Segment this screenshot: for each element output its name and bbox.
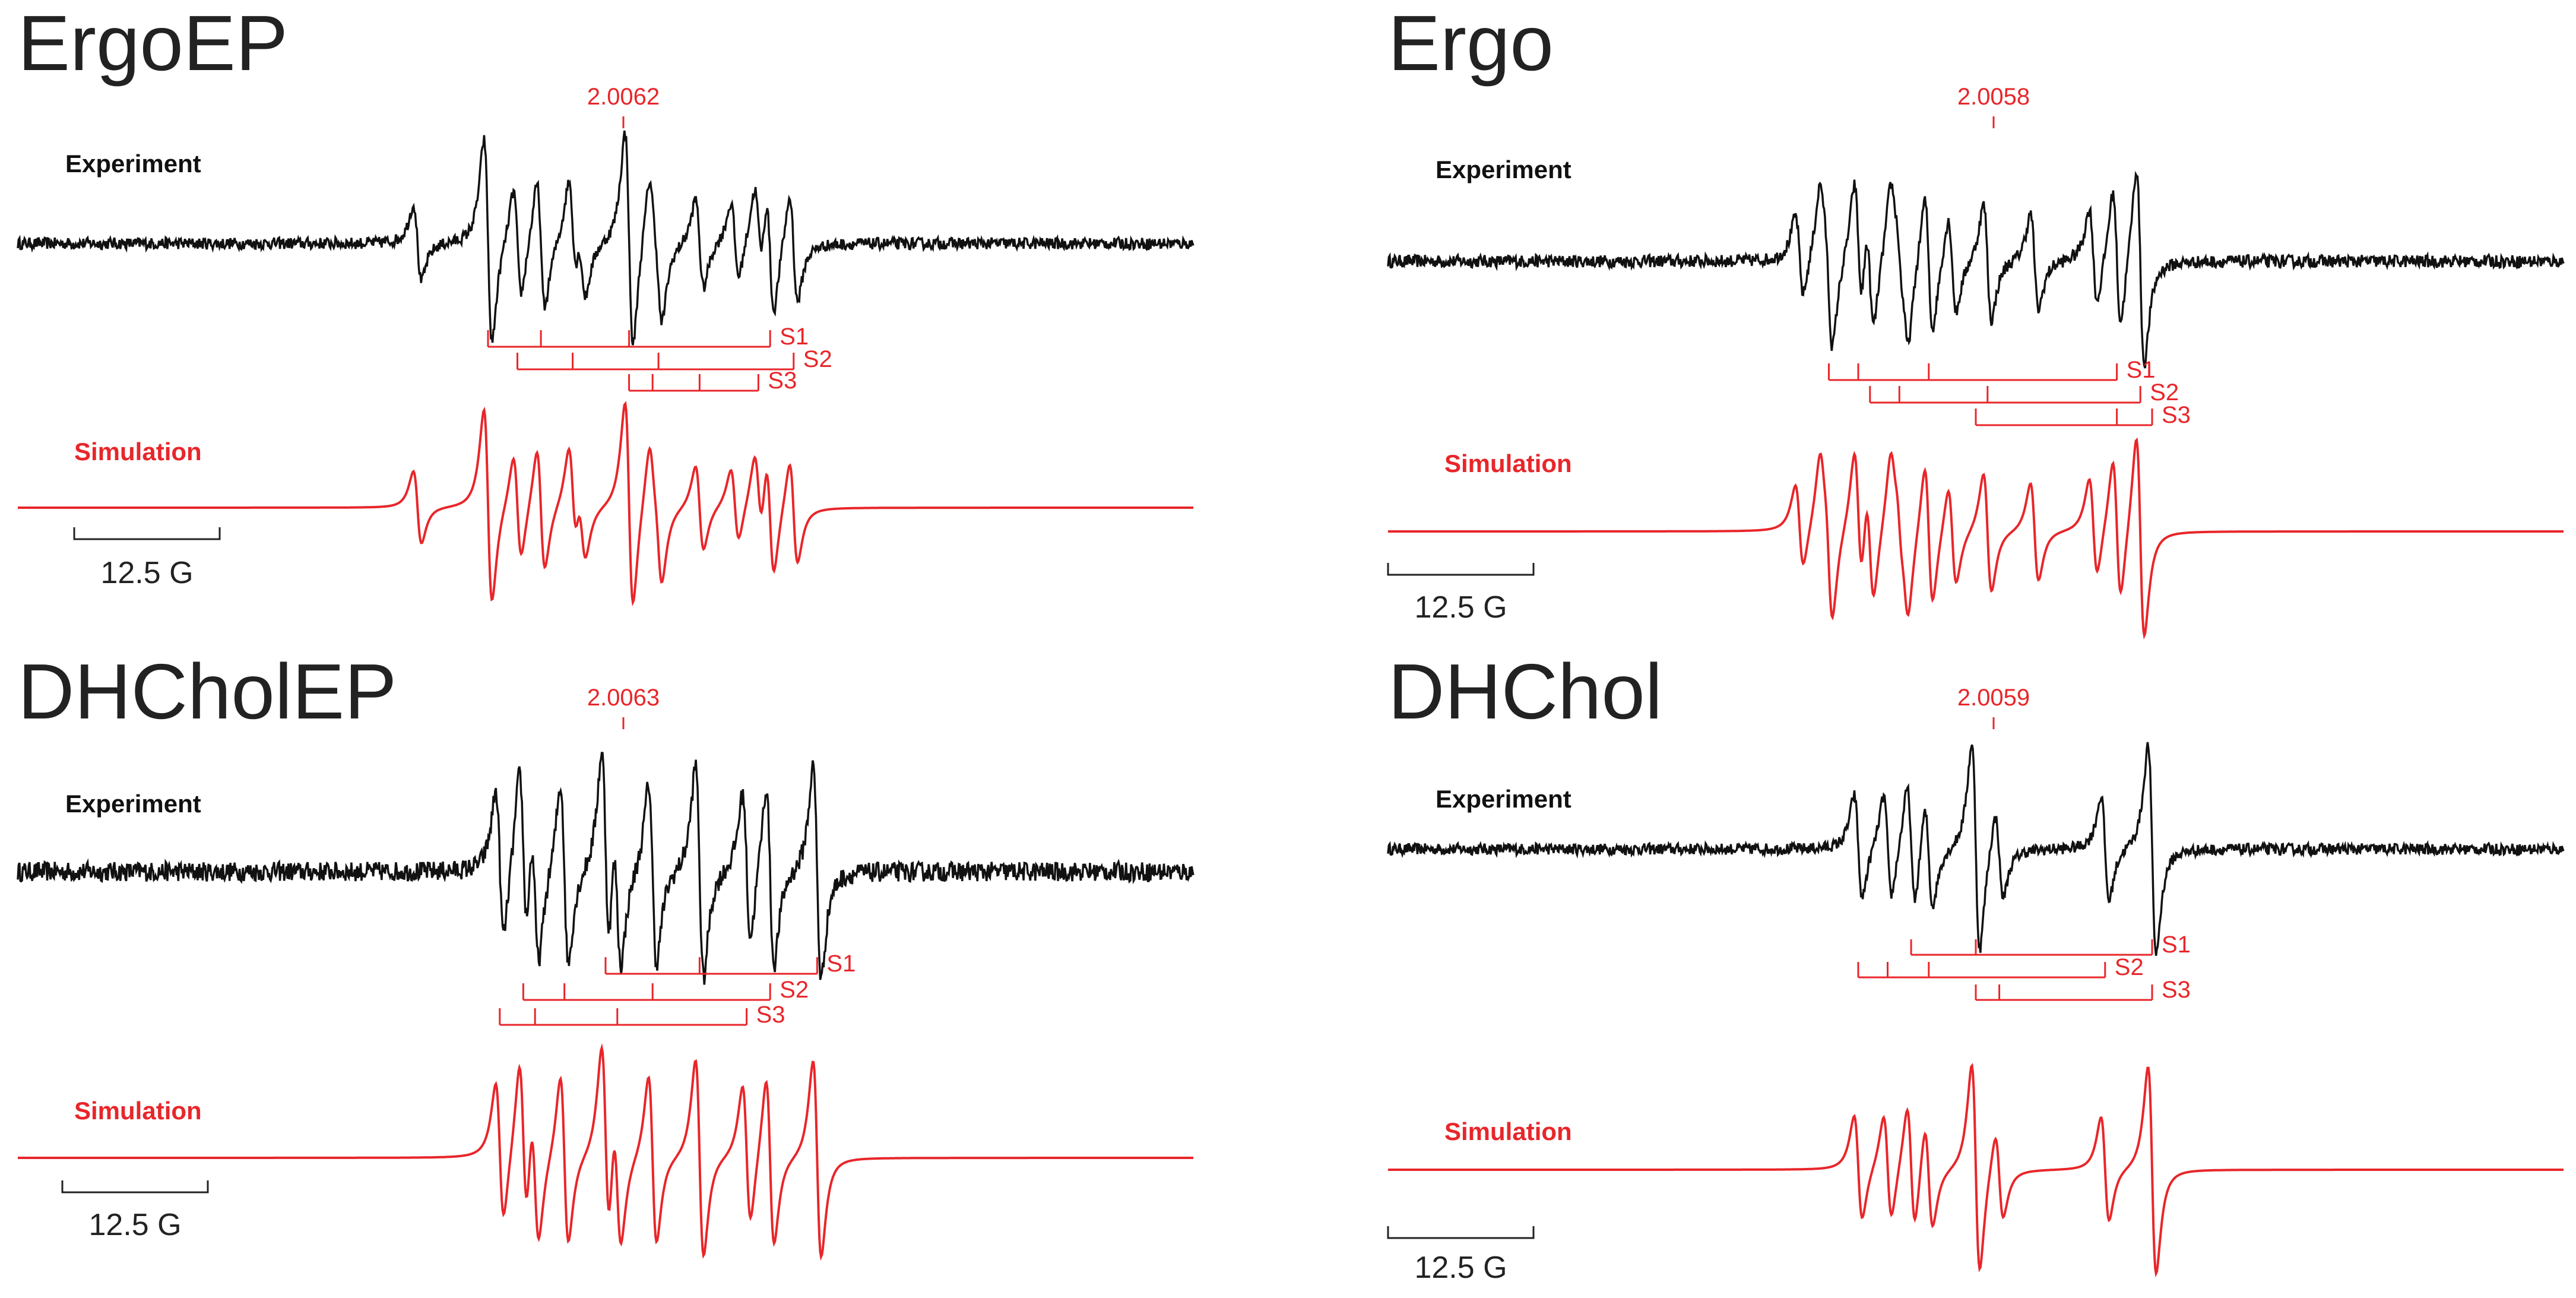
simulation-trace <box>1388 437 2564 640</box>
g-value-label: 2.0063 <box>587 685 660 711</box>
g-value-label: 2.0059 <box>1957 685 2030 711</box>
site-label: S3 <box>2162 977 2191 1003</box>
site-label: S3 <box>768 368 797 394</box>
site-label: S1 <box>780 324 809 350</box>
experiment-trace <box>17 130 1194 346</box>
panel-title: Ergo <box>1388 0 1554 87</box>
experiment-trace <box>17 752 1194 985</box>
g-value-label: 2.0058 <box>1957 84 2030 110</box>
site-label: S2 <box>2115 954 2144 980</box>
site-label: S1 <box>826 951 856 977</box>
scale-bar-label: 12.5 G <box>1414 1250 1507 1285</box>
experiment-label: Experiment <box>65 790 201 818</box>
simulation-label: Simulation <box>74 438 202 466</box>
site-label: S2 <box>2150 379 2179 406</box>
site-label: S2 <box>780 977 809 1003</box>
experiment-trace <box>1387 742 2565 956</box>
site-label: S1 <box>2127 357 2156 383</box>
scale-bar-label: 12.5 G <box>1414 590 1507 625</box>
g-value-label: 2.0062 <box>587 84 660 110</box>
site-label: S1 <box>2162 932 2191 958</box>
panel-title: DHChol <box>1388 648 1662 735</box>
experiment-label: Experiment <box>65 150 201 178</box>
panel-title: DHCholEP <box>18 648 397 735</box>
site-label: S3 <box>2162 402 2191 428</box>
simulation-label: Simulation <box>1444 1117 1572 1145</box>
simulation-label: Simulation <box>74 1097 202 1125</box>
simulation-trace <box>18 401 1193 607</box>
experiment-label: Experiment <box>1436 785 1571 813</box>
spectrum-panel: DHChol 2.0059 Experiment Simulation S1 S2 S3 12… <box>1387 648 2565 1285</box>
site-label: S3 <box>756 1002 785 1028</box>
simulation-trace <box>1388 1062 2564 1278</box>
experiment-trace <box>1387 170 2565 369</box>
scale-bar-label: 12.5 G <box>100 556 193 590</box>
simulation-trace <box>18 1043 1193 1261</box>
spectrum-panel: DHCholEP 2.0063 Experiment Simulation S1 S2S3… <box>17 648 1194 1261</box>
scale-bar <box>1387 1226 1535 1239</box>
experiment-label: Experiment <box>1436 156 1571 183</box>
scale-bar <box>73 527 221 540</box>
scale-bar <box>1387 563 1535 576</box>
site-label: S2 <box>803 346 832 372</box>
scale-bar <box>61 1180 209 1193</box>
scale-bar-label: 12.5 G <box>88 1208 181 1242</box>
panel-title: ErgoEP <box>18 0 288 87</box>
simulation-label: Simulation <box>1444 449 1572 477</box>
